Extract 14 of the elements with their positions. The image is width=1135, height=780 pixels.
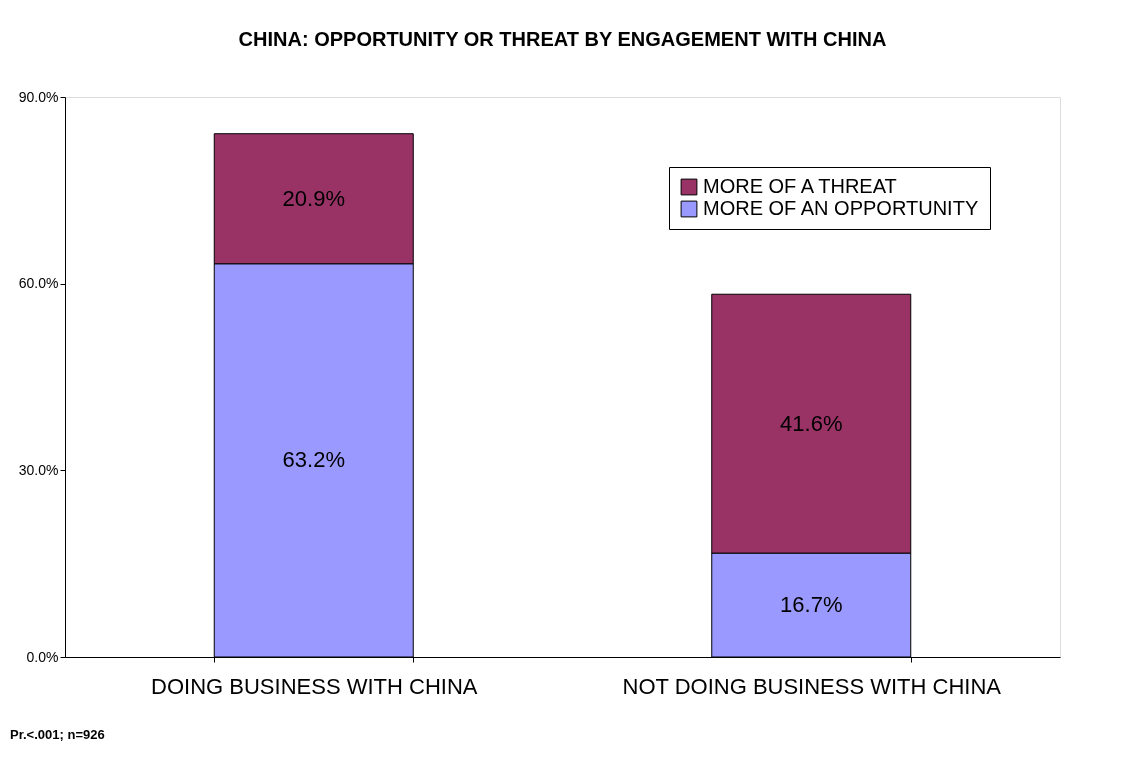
data-label: 16.7% [780,592,843,618]
x-tick-label: DOING BUSINESS WITH CHINA [151,673,478,699]
data-label: 20.9% [282,185,345,211]
y-tick-label: 30.0% [18,461,59,478]
y-tick-label: 0.0% [26,648,59,665]
legend-label: MORE OF A THREAT [703,175,897,197]
y-tick-label: 90.0% [18,88,59,105]
text: Pr.<.001; n=926 [10,727,105,742]
x-tick-label: NOT DOING BUSINESS WITH CHINA [622,673,1002,699]
legend-label: MORE OF AN OPPORTUNITY [703,197,979,219]
data-label: 63.2% [282,447,345,473]
data-label: 41.6% [780,410,843,436]
chart-title: CHINA: OPPORTUNITY OR THREAT BY ENGAGEMENT WITH CHINA [238,28,887,50]
y-tick-label: 60.0% [18,275,59,292]
